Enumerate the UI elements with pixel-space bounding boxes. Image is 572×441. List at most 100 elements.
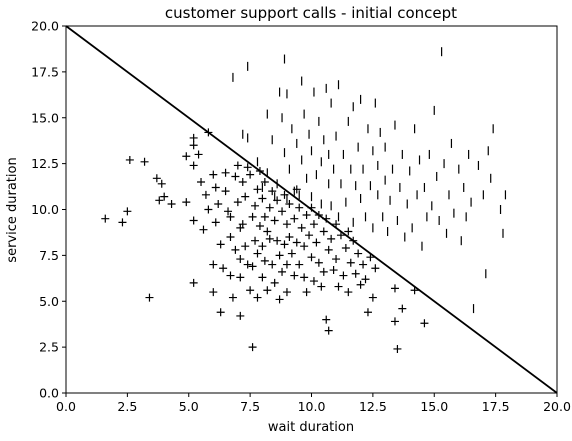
plus-marker-point: [300, 273, 309, 282]
plus-marker-point: [393, 344, 402, 353]
plus-marker-point: [224, 207, 233, 216]
y-tick-label: 2.5: [39, 340, 59, 355]
plus-marker-point: [258, 194, 267, 203]
y-tick-label: 0.0: [39, 386, 59, 401]
plus-marker-point: [290, 214, 299, 223]
plus-marker-point: [226, 233, 235, 242]
decision-boundary-line: [65, 25, 558, 394]
y-tick-label: 12.5: [31, 156, 59, 171]
plus-marker-point: [123, 207, 132, 216]
plus-marker-point: [332, 255, 341, 264]
y-axis-label: service duration: [5, 157, 20, 262]
plus-marker-point: [275, 295, 284, 304]
plus-marker-point: [251, 236, 260, 245]
plus-marker-point: [278, 207, 287, 216]
x-axis-label: wait duration: [268, 420, 354, 435]
plus-marker-point: [309, 220, 318, 229]
plus-marker-point: [243, 260, 252, 269]
x-tick-label: 20.0: [543, 399, 571, 414]
y-tick-label: 20.0: [31, 19, 59, 34]
plus-marker-point: [334, 282, 343, 291]
plus-marker-point: [209, 170, 218, 179]
plus-marker-point: [189, 278, 198, 287]
plus-marker-point: [317, 282, 326, 291]
plus-marker-point: [201, 190, 210, 199]
plus-marker-point: [327, 234, 336, 243]
plus-marker-point: [290, 271, 299, 280]
plus-marker-point: [248, 262, 257, 271]
plus-marker-point: [398, 304, 407, 313]
x-tick-label: 15.0: [420, 399, 448, 414]
x-tick-label: 5.0: [179, 399, 199, 414]
plus-marker-point: [236, 255, 245, 264]
plus-marker-point: [312, 238, 321, 247]
plus-marker-point: [270, 216, 279, 225]
plus-marker-point: [211, 218, 220, 227]
plus-marker-point: [390, 317, 399, 326]
plus-marker-point: [324, 245, 333, 254]
plus-marker-point: [270, 278, 279, 287]
plus-marker-point: [248, 343, 257, 352]
plus-marker-point: [302, 211, 311, 220]
plus-marker-point: [221, 168, 230, 177]
x-tick-label: 7.5: [240, 399, 260, 414]
plus-marker-point: [204, 205, 213, 214]
plus-marker-point: [295, 260, 304, 269]
plus-marker-point: [305, 231, 314, 240]
plus-marker-point: [329, 266, 338, 275]
plus-marker-point: [167, 199, 176, 208]
plus-marker-point: [278, 267, 287, 276]
plus-marker-point: [197, 177, 206, 186]
plus-marker-point: [346, 258, 355, 267]
plus-marker-point: [324, 326, 333, 335]
plus-marker-point: [307, 253, 316, 262]
plus-marker-point: [236, 273, 245, 282]
plus-marker-point: [260, 177, 269, 186]
plus-marker-point: [361, 275, 370, 284]
plus-marker-point: [302, 288, 311, 297]
plus-marker-point: [339, 271, 348, 280]
plus-marker-point: [258, 273, 267, 282]
plus-marker-point: [199, 225, 208, 234]
plus-marker-point: [226, 212, 235, 221]
plus-marker-point: [125, 155, 134, 164]
plus-marker-point: [246, 286, 255, 295]
plus-marker-point: [287, 249, 296, 258]
plus-marker-point: [189, 216, 198, 225]
plus-marker-point: [145, 293, 154, 302]
plus-marker-point: [273, 236, 282, 245]
x-tick-label: 10.0: [298, 399, 326, 414]
y-tick-label: 17.5: [31, 64, 59, 79]
plus-marker-point: [243, 163, 252, 172]
chart-title: customer support calls - initial concept: [165, 4, 457, 22]
plus-marker-point: [295, 203, 304, 212]
plus-marker-point: [260, 212, 269, 221]
plus-marker-point: [282, 260, 291, 269]
y-axis-ticks: 0.0 2.5 5.0 7.5 10.0 12.5 15.0 17.5 20.0: [31, 19, 66, 401]
plus-marker-point: [216, 308, 225, 317]
plus-marker-point: [280, 240, 289, 249]
plus-marker-point: [263, 286, 272, 295]
plus-marker-point: [238, 220, 247, 229]
plus-marker-point: [160, 192, 169, 201]
plus-marker-point: [182, 152, 191, 161]
plus-marker-point: [101, 214, 110, 223]
plus-marker-point: [354, 249, 363, 258]
plus-marker-point: [319, 227, 328, 236]
x-tick-label: 2.5: [117, 399, 137, 414]
plus-marker-point: [363, 308, 372, 317]
plus-marker-point: [251, 201, 260, 210]
plus-marker-point: [263, 227, 272, 236]
plus-marker-point: [285, 199, 294, 208]
plus-marker-point: [265, 234, 274, 243]
plus-marker-point: [390, 284, 399, 293]
plus-marker-point: [297, 223, 306, 232]
plus-marker-point: [118, 218, 127, 227]
plus-marker-point: [322, 315, 331, 324]
plus-marker-point: [233, 198, 242, 207]
plus-marker-point: [226, 271, 235, 280]
y-tick-label: 10.0: [31, 202, 59, 217]
plus-marker-point: [231, 245, 240, 254]
plus-marker-point: [351, 269, 360, 278]
